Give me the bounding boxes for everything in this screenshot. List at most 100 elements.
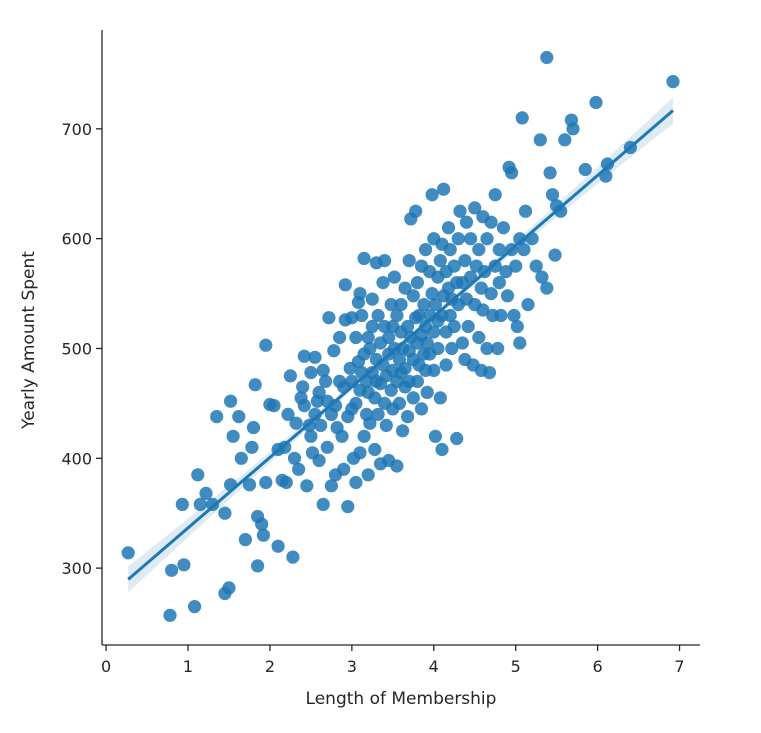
data-point xyxy=(447,319,461,334)
data-point xyxy=(464,232,478,246)
data-point xyxy=(361,468,375,482)
data-point xyxy=(224,394,238,408)
data-point xyxy=(267,399,281,413)
data-point xyxy=(316,363,330,377)
data-point xyxy=(337,462,351,476)
data-point xyxy=(509,259,523,273)
data-point xyxy=(401,319,415,334)
x-tick-label: 6 xyxy=(593,657,603,676)
data-point xyxy=(279,475,293,490)
y-tick-label: 400 xyxy=(61,449,92,468)
data-point xyxy=(540,281,554,295)
y-tick-label: 500 xyxy=(61,339,92,358)
data-point xyxy=(505,166,519,180)
data-point xyxy=(453,204,467,218)
x-tick-label: 5 xyxy=(511,657,521,676)
data-point xyxy=(333,330,347,345)
data-point xyxy=(357,429,371,443)
data-point xyxy=(443,243,457,257)
data-point xyxy=(163,608,177,622)
data-point xyxy=(234,451,248,465)
data-point xyxy=(177,558,191,572)
data-point xyxy=(545,188,560,202)
data-point xyxy=(425,188,439,202)
data-point xyxy=(238,533,252,547)
data-point xyxy=(320,440,334,454)
data-point xyxy=(286,550,300,564)
data-point xyxy=(191,468,205,482)
data-point xyxy=(341,500,355,514)
data-point xyxy=(427,325,441,339)
data-point xyxy=(447,259,461,273)
data-point xyxy=(398,361,412,375)
data-point xyxy=(492,243,506,257)
data-point xyxy=(406,289,420,303)
data-point xyxy=(218,506,232,520)
data-point xyxy=(259,475,273,490)
data-point xyxy=(289,416,303,430)
data-point xyxy=(500,289,515,303)
data-point xyxy=(443,308,457,323)
data-point xyxy=(210,410,224,424)
data-point xyxy=(283,369,297,383)
regression-line xyxy=(127,109,674,581)
data-point xyxy=(349,396,363,410)
data-point xyxy=(420,336,434,350)
data-point xyxy=(410,276,424,290)
data-point xyxy=(327,344,341,358)
data-point xyxy=(410,374,424,388)
data-point xyxy=(543,166,557,180)
data-point xyxy=(529,259,543,273)
data-point xyxy=(390,459,404,473)
data-point xyxy=(245,440,259,454)
data-points xyxy=(121,50,680,622)
data-point xyxy=(431,341,445,356)
data-point xyxy=(566,122,580,136)
data-point xyxy=(441,221,456,235)
data-point xyxy=(414,402,429,416)
data-point xyxy=(488,259,502,273)
data-point xyxy=(242,478,257,492)
data-point xyxy=(513,232,527,246)
data-point xyxy=(390,308,404,323)
data-point xyxy=(281,407,295,421)
data-point xyxy=(427,363,441,377)
data-point xyxy=(521,298,535,312)
data-point xyxy=(589,95,603,110)
data-point xyxy=(472,330,486,345)
data-point xyxy=(193,497,207,511)
data-point xyxy=(271,539,285,553)
y-tick-label: 300 xyxy=(61,559,92,578)
data-point xyxy=(401,410,415,424)
data-point xyxy=(461,319,475,334)
data-point xyxy=(384,298,398,312)
data-point xyxy=(540,50,554,65)
data-point xyxy=(314,418,328,432)
data-point xyxy=(396,424,410,438)
data-point xyxy=(308,350,322,364)
data-point xyxy=(499,265,513,279)
data-point xyxy=(484,215,498,229)
data-point xyxy=(353,287,367,301)
data-point xyxy=(363,416,377,430)
data-point xyxy=(304,366,318,380)
data-point xyxy=(406,391,420,405)
data-point xyxy=(507,308,521,323)
y-tick-label: 600 xyxy=(61,230,92,249)
data-point xyxy=(322,311,336,325)
data-point xyxy=(378,254,392,268)
data-point xyxy=(428,429,442,443)
data-point xyxy=(371,407,385,421)
x-tick-label: 7 xyxy=(674,657,684,676)
data-point xyxy=(484,287,498,301)
data-point xyxy=(420,385,434,399)
data-point xyxy=(278,440,292,454)
data-point xyxy=(482,366,497,380)
data-point xyxy=(338,278,352,292)
x-tick-label: 1 xyxy=(183,657,193,676)
data-point xyxy=(455,336,469,350)
data-point xyxy=(425,287,439,301)
data-point xyxy=(394,298,408,312)
x-axis-label: Length of Membership xyxy=(306,689,497,709)
data-point xyxy=(488,188,502,202)
